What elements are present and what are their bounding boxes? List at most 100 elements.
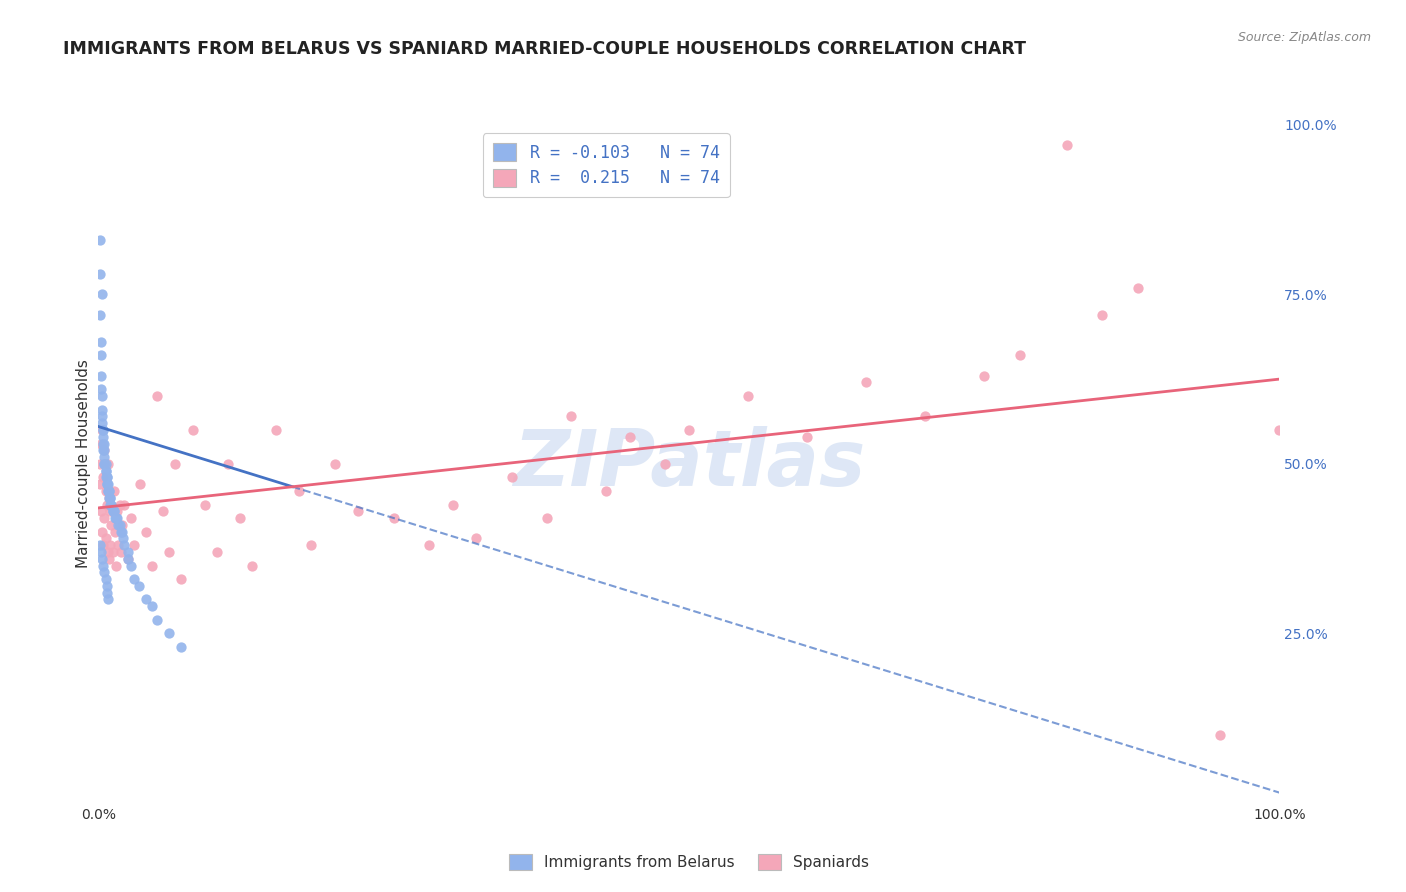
Point [323, 457, 346, 471]
Point [91, 436, 114, 450]
Point [217, 457, 239, 471]
Point [91, 443, 114, 458]
Point [94, 464, 117, 478]
Point [90, 348, 112, 362]
Point [205, 545, 228, 559]
Point [1126, 280, 1149, 294]
Point [112, 538, 135, 552]
Point [93, 457, 115, 471]
Point [107, 517, 129, 532]
Point [91, 423, 114, 437]
Point [135, 524, 157, 539]
Point [170, 572, 193, 586]
Point [108, 498, 131, 512]
Point [96, 585, 118, 599]
Point [100, 517, 122, 532]
Point [181, 423, 204, 437]
Point [105, 511, 128, 525]
Point [117, 551, 139, 566]
Point [91, 409, 114, 424]
Point [96, 477, 118, 491]
Point [128, 477, 150, 491]
Point [93, 436, 115, 450]
Point [110, 524, 132, 539]
Point [108, 517, 131, 532]
Point [90, 382, 112, 396]
Y-axis label: Married-couple Households: Married-couple Households [76, 359, 91, 568]
Point [157, 626, 180, 640]
Point [90, 368, 112, 383]
Point [101, 545, 124, 559]
Point [91, 287, 114, 301]
Point [97, 483, 120, 498]
Point [100, 498, 122, 512]
Point [194, 498, 217, 512]
Point [97, 483, 120, 498]
Point [89, 233, 111, 247]
Point [105, 511, 128, 525]
Point [264, 423, 287, 437]
Point [1209, 728, 1232, 742]
Point [96, 477, 118, 491]
Point [94, 457, 117, 471]
Point [93, 511, 115, 525]
Point [678, 423, 700, 437]
Point [96, 579, 118, 593]
Point [737, 389, 759, 403]
Point [1008, 348, 1031, 362]
Point [105, 511, 128, 525]
Point [146, 389, 169, 403]
Point [536, 511, 558, 525]
Point [121, 558, 143, 573]
Point [94, 464, 117, 478]
Point [441, 498, 464, 512]
Point [111, 524, 134, 539]
Point [91, 430, 114, 444]
Point [229, 511, 252, 525]
Point [240, 558, 263, 573]
Text: ZIPatlas: ZIPatlas [513, 425, 865, 502]
Point [91, 389, 114, 403]
Point [91, 558, 114, 573]
Text: IMMIGRANTS FROM BELARUS VS SPANIARD MARRIED-COUPLE HOUSEHOLDS CORRELATION CHART: IMMIGRANTS FROM BELARUS VS SPANIARD MARR… [63, 40, 1026, 58]
Point [91, 423, 114, 437]
Point [89, 477, 111, 491]
Point [98, 504, 121, 518]
Point [110, 545, 132, 559]
Point [91, 551, 114, 566]
Point [141, 558, 163, 573]
Point [141, 599, 163, 614]
Point [103, 504, 125, 518]
Point [288, 483, 311, 498]
Point [105, 504, 128, 518]
Point [122, 572, 145, 586]
Point [97, 477, 120, 491]
Point [121, 511, 143, 525]
Point [98, 551, 121, 566]
Point [91, 470, 114, 484]
Point [104, 511, 127, 525]
Point [112, 532, 135, 546]
Point [98, 538, 121, 552]
Point [595, 483, 617, 498]
Point [103, 504, 125, 518]
Point [89, 538, 111, 552]
Point [98, 491, 121, 505]
Point [619, 430, 641, 444]
Point [654, 457, 676, 471]
Point [117, 545, 139, 559]
Point [157, 545, 180, 559]
Point [94, 483, 117, 498]
Point [94, 470, 117, 484]
Point [112, 498, 135, 512]
Point [104, 524, 127, 539]
Point [1268, 423, 1291, 437]
Point [98, 483, 121, 498]
Point [93, 457, 115, 471]
Point [96, 470, 118, 484]
Point [91, 402, 114, 417]
Point [111, 517, 134, 532]
Point [90, 504, 112, 518]
Point [97, 545, 120, 559]
Point [93, 566, 115, 580]
